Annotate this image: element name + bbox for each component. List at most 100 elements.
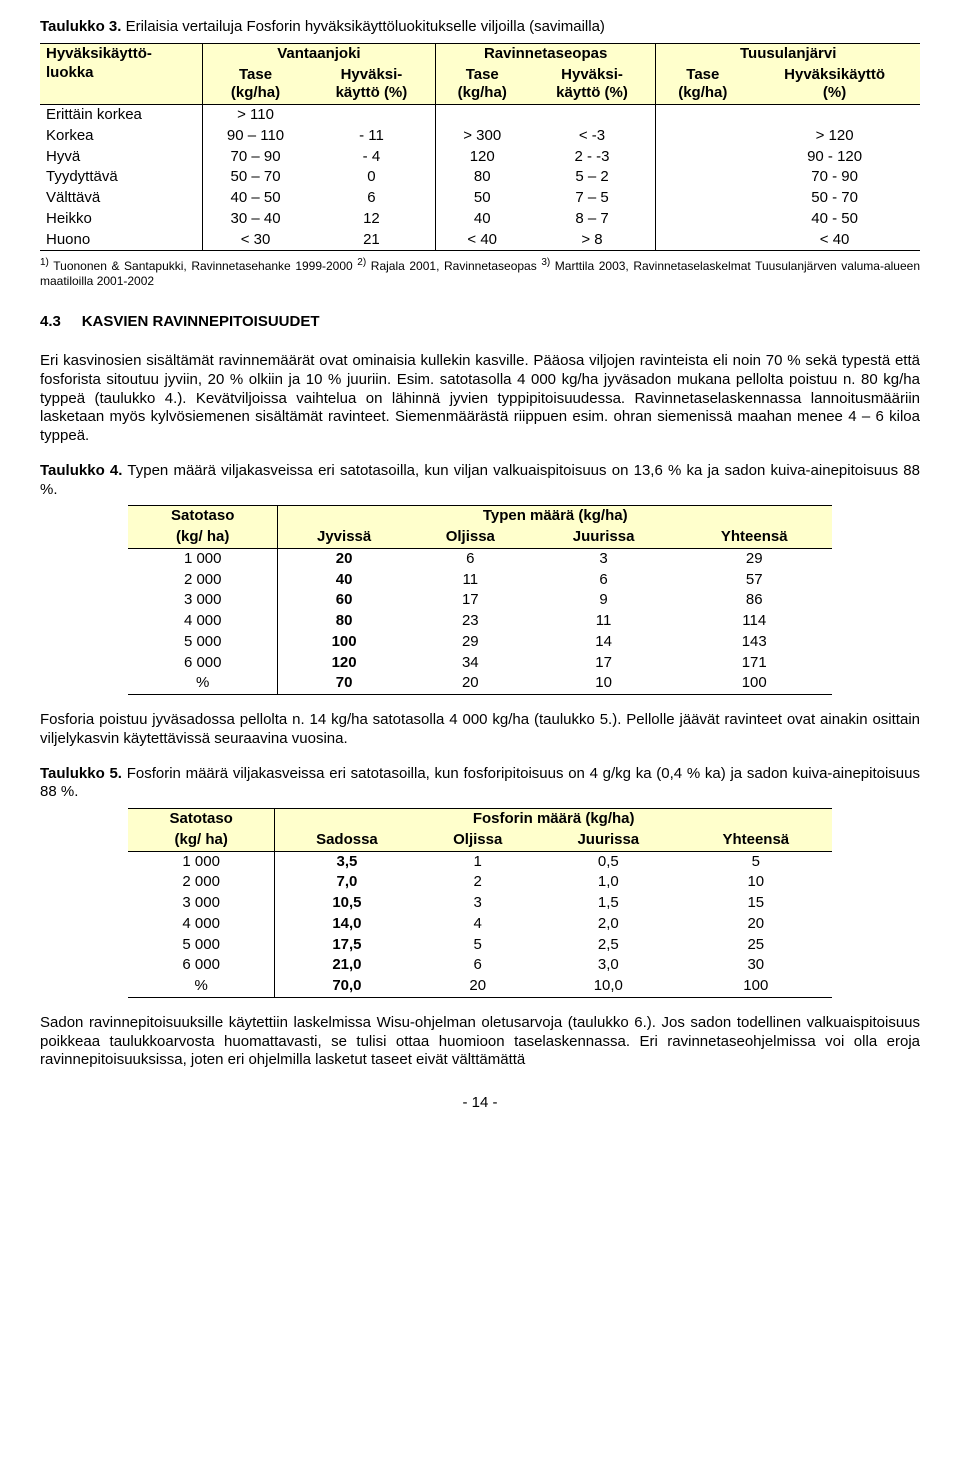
table-cell: 20 — [418, 976, 536, 997]
table-cell: 100 — [278, 632, 410, 653]
table-cell: > 8 — [529, 230, 656, 251]
table-cell: 3,5 — [275, 851, 419, 872]
table3-footnote: 1) Tuononen & Santapukki, Ravinnetasehan… — [40, 257, 920, 289]
t3-subcol-0: Tase(kg/ha) — [203, 65, 309, 105]
table-cell: 10 — [680, 872, 832, 893]
table-cell: 1 — [418, 851, 536, 872]
table-cell: 30 — [680, 955, 832, 976]
table-cell: 7 – 5 — [529, 188, 656, 209]
t4-col-2: Juurissa — [531, 527, 677, 548]
table-row-label: Korkea — [40, 126, 203, 147]
table-cell: 17 — [531, 653, 677, 674]
table-cell: 171 — [676, 653, 832, 674]
table-cell: 60 — [278, 590, 410, 611]
table5-caption-text: Fosforin määrä viljakasveissa eri satota… — [40, 765, 920, 801]
table-cell: 50 — [435, 188, 528, 209]
section-title: KASVIEN RAVINNEPITOISUUDET — [82, 313, 320, 330]
table-cell: 120 — [278, 653, 410, 674]
t5-col-2: Juurissa — [537, 830, 680, 851]
table-cell: 20 — [278, 548, 410, 569]
table-cell: < 40 — [435, 230, 528, 251]
table-cell: 86 — [676, 590, 832, 611]
table-cell: 80 — [278, 611, 410, 632]
table-cell: 70 — [278, 673, 410, 694]
table-cell: 6 000 — [128, 653, 278, 674]
table-cell: 0 — [308, 167, 435, 188]
table-cell: < 40 — [749, 230, 920, 251]
table-cell: 50 – 70 — [203, 167, 309, 188]
table-cell: 3 — [418, 893, 536, 914]
table-cell: % — [128, 976, 275, 997]
table-cell: 2,5 — [537, 935, 680, 956]
t4-col-3: Yhteensä — [676, 527, 832, 548]
table-cell: 11 — [410, 570, 531, 591]
table-cell: 29 — [676, 548, 832, 569]
table-cell: 40 — [435, 209, 528, 230]
table-cell: 4 — [418, 914, 536, 935]
table-cell: 40 — [278, 570, 410, 591]
table-cell: 5 — [418, 935, 536, 956]
table-cell — [749, 105, 920, 126]
table-cell: 11 — [531, 611, 677, 632]
table-cell: 2 - -3 — [529, 147, 656, 168]
table-cell: 6 — [410, 548, 531, 569]
table-cell: 1,0 — [537, 872, 680, 893]
table-cell: > 120 — [749, 126, 920, 147]
table-cell: 5 000 — [128, 935, 275, 956]
section-num: 4.3 — [40, 313, 61, 330]
table-cell: 34 — [410, 653, 531, 674]
table4-caption-text: Typen määrä viljakasveissa eri satotasoi… — [40, 462, 920, 498]
table-cell: 0,5 — [537, 851, 680, 872]
t3-h-col0a: Hyväksikäyttö- — [46, 45, 152, 62]
paragraph-2: Fosforia poistuu jyväsadossa pellolta n.… — [40, 711, 920, 749]
table-cell — [656, 230, 749, 251]
t5-col-3: Yhteensä — [680, 830, 832, 851]
table-cell: 3 — [531, 548, 677, 569]
t4-col-1: Oljissa — [410, 527, 531, 548]
table-cell: < 30 — [203, 230, 309, 251]
table-cell: 8 – 7 — [529, 209, 656, 230]
table-cell: 25 — [680, 935, 832, 956]
t3-subcol-4: Tase(kg/ha) — [656, 65, 749, 105]
table-cell: 2 000 — [128, 872, 275, 893]
table-cell: 10,0 — [537, 976, 680, 997]
table5-caption-prefix: Taulukko 5. — [40, 765, 122, 782]
table-cell: 14,0 — [275, 914, 419, 935]
table-row-label: Erittäin korkea — [40, 105, 203, 126]
table5: Satotaso Fosforin määrä (kg/ha) (kg/ ha)… — [128, 808, 832, 998]
table-cell: 5 000 — [128, 632, 278, 653]
table-cell: 1 000 — [128, 548, 278, 569]
table-cell — [656, 147, 749, 168]
table-cell: 40 - 50 — [749, 209, 920, 230]
t3-group-2: Ravinnetaseopas — [435, 43, 656, 64]
table-cell: 10,5 — [275, 893, 419, 914]
table-cell — [435, 105, 528, 126]
table-cell: 6 — [308, 188, 435, 209]
table-cell: 17,5 — [275, 935, 419, 956]
table-row-label: Hyvä — [40, 147, 203, 168]
table-cell: 80 — [435, 167, 528, 188]
table-cell: 3 000 — [128, 590, 278, 611]
table-row-label: Heikko — [40, 209, 203, 230]
table-cell: 100 — [680, 976, 832, 997]
t4-h-left1: Satotaso — [128, 506, 278, 527]
table-cell — [656, 167, 749, 188]
t4-col-0: Jyvissä — [278, 527, 410, 548]
table4-caption-prefix: Taulukko 4. — [40, 462, 122, 479]
t3-group-3: Tuusulanjärvi — [656, 43, 920, 64]
t5-h-left1: Satotaso — [128, 809, 275, 830]
table-cell: 2 000 — [128, 570, 278, 591]
t3-subcol-3: Hyväksi-käyttö (%) — [529, 65, 656, 105]
table3: Hyväksikäyttö- luokka Vantaanjoki Ravinn… — [40, 43, 920, 252]
table3-caption: Taulukko 3. Erilaisia vertailuja Fosfori… — [40, 18, 920, 37]
table-cell: 21 — [308, 230, 435, 251]
table-cell: 50 - 70 — [749, 188, 920, 209]
table-cell — [656, 209, 749, 230]
t5-h-group: Fosforin määrä (kg/ha) — [275, 809, 832, 830]
table-cell: 1,5 — [537, 893, 680, 914]
page-number: - 14 - — [40, 1094, 920, 1113]
t5-col-1: Oljissa — [418, 830, 536, 851]
t3-subcol-5: Hyväksikäyttö(%) — [749, 65, 920, 105]
table-cell: 21,0 — [275, 955, 419, 976]
table-cell: 70 – 90 — [203, 147, 309, 168]
